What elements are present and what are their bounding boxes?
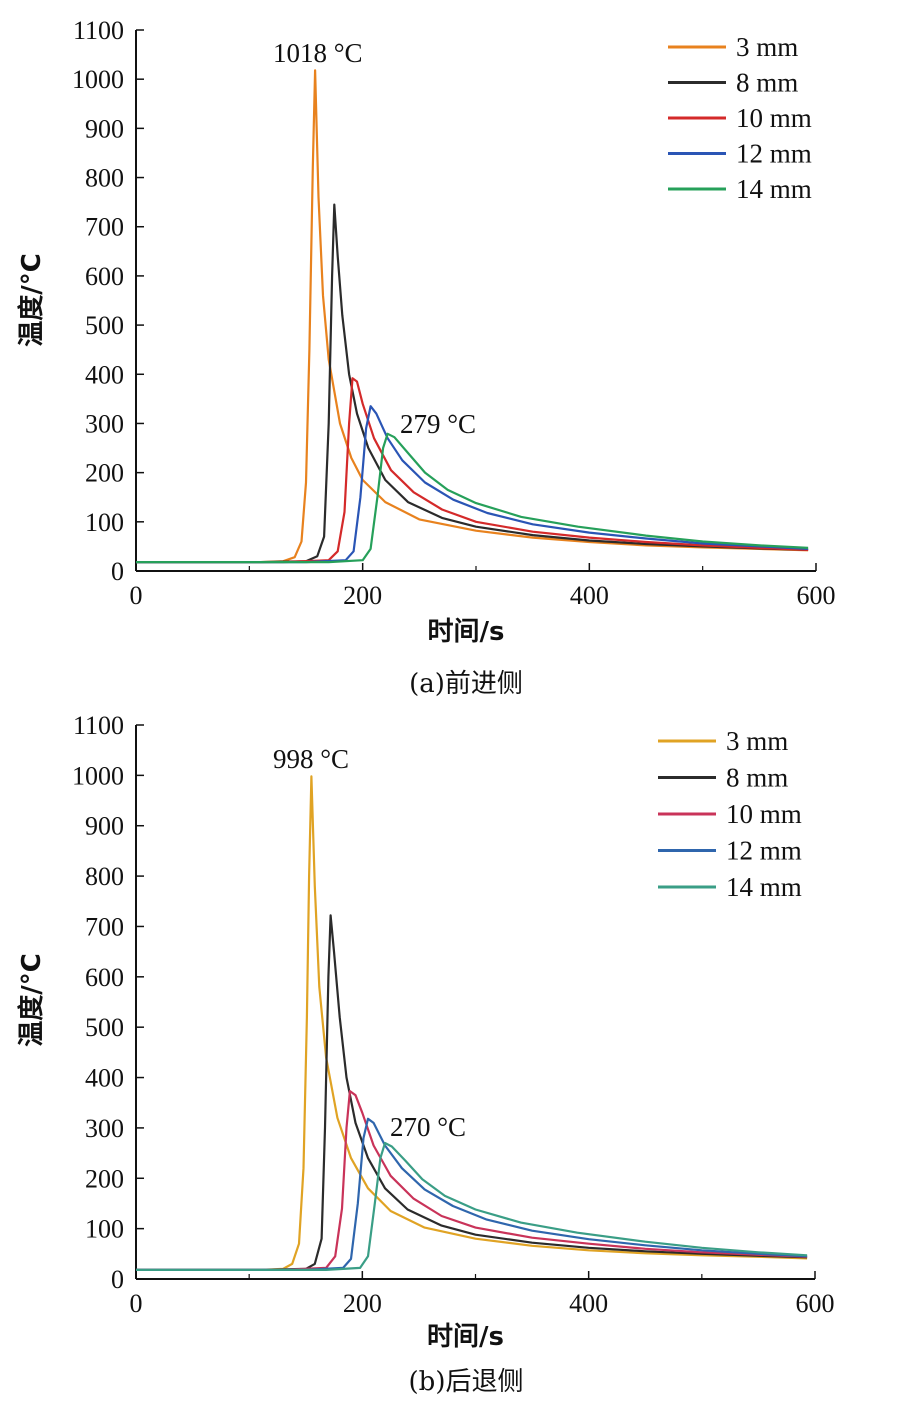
chart-a: 0 100 200 300 400 500 600 700 800 900 1000 1100 0 200…	[16, 16, 836, 699]
legend-label: 10 mm	[726, 799, 802, 829]
x-tick-label: 400	[569, 1289, 608, 1318]
y-tick-label: 900	[85, 812, 124, 841]
series-line-12mm	[136, 405, 809, 564]
y-tick-label: 0	[111, 1265, 124, 1294]
y-tick-label: 500	[85, 1013, 124, 1042]
series-line-10mm	[136, 1090, 808, 1271]
legend-label: 14 mm	[736, 174, 812, 204]
x-tick-label: 200	[343, 581, 382, 610]
x-tick-label: 600	[796, 1289, 835, 1318]
peak-annotation: 1018 °C	[273, 38, 363, 68]
legend-label: 3 mm	[726, 726, 788, 756]
peak-annotation: 998 °C	[273, 744, 349, 774]
y-tick-label: 1100	[73, 16, 124, 45]
x-axis-label: 时间/s	[427, 1322, 504, 1352]
chart-b: 0 100 200 300 400 500 600 700 800 900 1000 1100 0 200…	[16, 711, 835, 1397]
y-tick-label: 800	[85, 862, 124, 891]
x-tick-label: 0	[130, 1289, 143, 1318]
peak-annotation: 279 °C	[400, 409, 476, 439]
series-line-3mm	[136, 775, 808, 1271]
x-tick-label: 400	[570, 581, 609, 610]
y-tick-label: 600	[85, 262, 124, 291]
y-axis-label: 温度/°C	[16, 953, 47, 1047]
y-tick-label: 700	[85, 213, 124, 242]
legend-label: 8 mm	[736, 68, 798, 98]
x-tick-label: 200	[343, 1289, 382, 1318]
y-axis-label: 温度/°C	[16, 253, 47, 347]
series-line-8mm	[136, 203, 809, 564]
y-tick-label: 400	[85, 360, 124, 389]
legend-label: 3 mm	[736, 32, 798, 62]
chart-caption: (a)前进侧	[409, 669, 523, 699]
y-tick-label: 400	[85, 1064, 124, 1093]
y-tick-label: 600	[85, 963, 124, 992]
y-tick-label: 800	[85, 164, 124, 193]
series-line-12mm	[136, 1117, 808, 1271]
legend-label: 14 mm	[726, 872, 802, 902]
y-tick-label: 500	[85, 311, 124, 340]
y-tick-label: 0	[111, 557, 124, 586]
x-tick-label: 600	[797, 581, 836, 610]
series-line-14mm	[136, 1141, 808, 1271]
y-tick-label: 900	[85, 114, 124, 143]
legend-label: 12 mm	[736, 139, 812, 169]
peak-annotation: 270 °C	[390, 1112, 466, 1142]
series-line-8mm	[136, 914, 808, 1271]
y-tick-label: 100	[85, 508, 124, 537]
y-tick-label: 1000	[72, 65, 124, 94]
series-line-14mm	[136, 432, 809, 564]
legend-label: 8 mm	[726, 763, 788, 793]
series-line-10mm	[136, 377, 809, 564]
y-tick-label: 1000	[72, 761, 124, 790]
series-line-3mm	[136, 69, 809, 564]
chart-caption: (b)后退侧	[409, 1367, 524, 1397]
y-tick-label: 100	[85, 1215, 124, 1244]
x-axis-label: 时间/s	[428, 617, 505, 647]
legend-label: 12 mm	[726, 836, 802, 866]
x-tick-label: 0	[130, 581, 143, 610]
y-tick-label: 200	[85, 1164, 124, 1193]
y-tick-label: 300	[85, 409, 124, 438]
y-tick-label: 200	[85, 459, 124, 488]
legend-label: 10 mm	[736, 103, 812, 133]
y-tick-label: 700	[85, 912, 124, 941]
y-tick-label: 1100	[73, 711, 124, 740]
y-tick-label: 300	[85, 1114, 124, 1143]
